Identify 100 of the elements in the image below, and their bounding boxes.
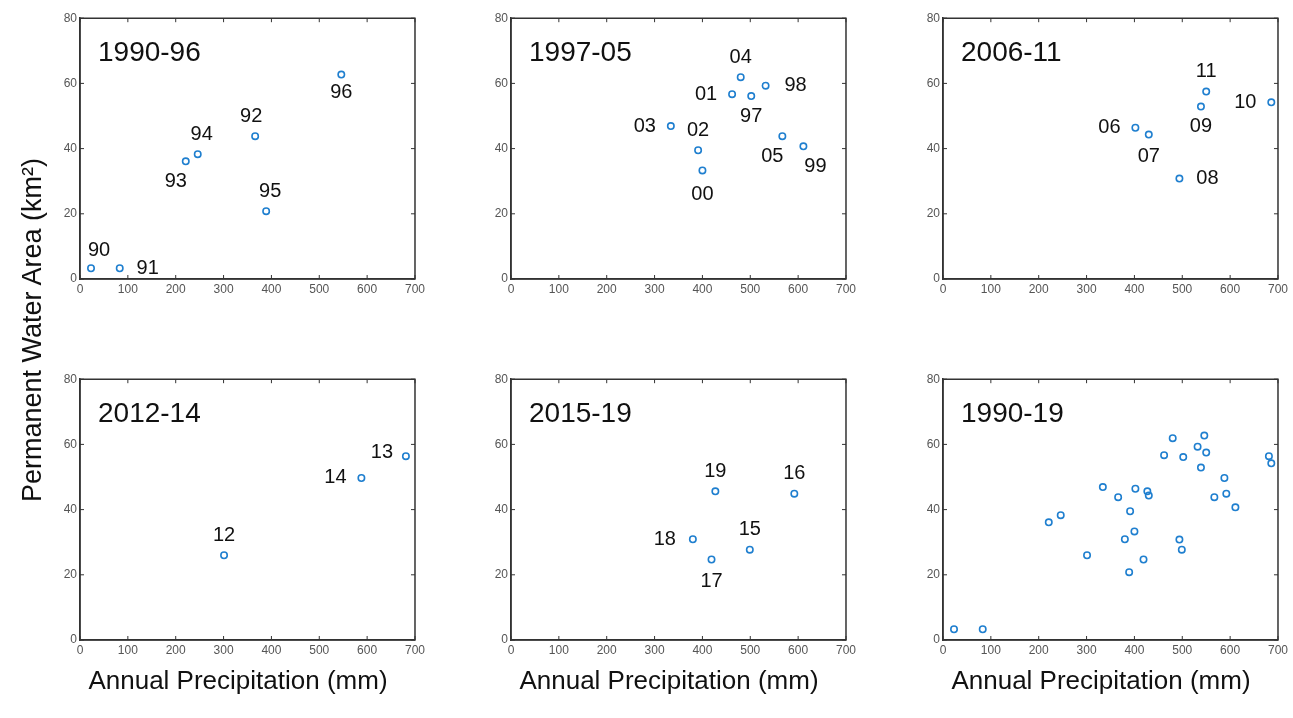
point	[1114, 493, 1123, 502]
x-axis-title: Annual Precipitation (mm)	[950, 665, 1252, 696]
y-tick-label: 0	[70, 271, 78, 286]
point	[1210, 493, 1219, 502]
y-tick-label: 40	[926, 140, 941, 155]
x-tick-label: 600	[1220, 281, 1241, 296]
y-tick-label: 40	[494, 501, 509, 516]
annotation: 17	[700, 568, 723, 591]
point	[711, 487, 720, 496]
x-axis-title: Annual Precipitation (mm)	[87, 665, 389, 696]
point	[401, 452, 410, 461]
point	[1231, 503, 1240, 512]
point	[1131, 123, 1140, 132]
point	[337, 70, 346, 79]
annotation: 09	[1189, 114, 1213, 137]
annotation: 02	[686, 117, 710, 140]
x-axis-title: Annual Precipitation (mm)	[518, 665, 820, 696]
x-tick-label: 200	[1028, 642, 1050, 657]
y-tick-label: 0	[70, 632, 78, 647]
y-tick-label: 80	[494, 10, 509, 25]
annotation: 94	[190, 121, 213, 144]
point	[1168, 434, 1177, 443]
x-tick-label: 300	[1076, 642, 1097, 657]
x-tick-label: 700	[1267, 642, 1289, 657]
point	[1177, 545, 1186, 554]
point	[1143, 487, 1152, 496]
point	[1044, 518, 1053, 527]
point	[745, 545, 754, 554]
point	[87, 264, 96, 273]
point	[707, 555, 716, 564]
x-tick-label: 100	[548, 281, 570, 296]
x-tick-label: 700	[404, 642, 426, 657]
y-tick-label: 20	[63, 567, 78, 582]
text: 2012-14	[98, 396, 201, 428]
annotation: 00	[691, 181, 714, 204]
x-tick-label: 700	[404, 281, 426, 296]
point	[1056, 511, 1065, 520]
point	[1196, 463, 1205, 472]
x-tick-label: 200	[165, 642, 187, 657]
point	[262, 207, 271, 216]
x-tick-label: 400	[1124, 281, 1145, 296]
annotation: 95	[259, 178, 282, 201]
annotation: 91	[136, 255, 159, 278]
y-tick-label: 40	[926, 501, 941, 516]
x-tick-label: 700	[1267, 281, 1289, 296]
annotation: 03	[633, 113, 656, 136]
point	[950, 625, 959, 634]
x-tick-label: 400	[261, 281, 282, 296]
point	[1267, 98, 1276, 107]
y-tick-label: 40	[494, 140, 509, 155]
point	[688, 535, 697, 544]
text: 2015-19	[529, 396, 632, 428]
point	[1202, 87, 1211, 96]
point	[1220, 473, 1229, 482]
x-tick-label: 400	[692, 642, 713, 657]
y-axis-title: Permanent Water Area (km²)	[16, 157, 48, 503]
y-tick-label: 40	[63, 140, 78, 155]
point	[666, 122, 675, 131]
y-tick-label: 80	[926, 371, 941, 386]
x-tick-label: 300	[644, 642, 665, 657]
point	[193, 150, 202, 159]
point	[1126, 507, 1135, 516]
y-tick-label: 20	[494, 206, 509, 221]
x-tick-label: 300	[644, 281, 665, 296]
annotation: 97	[740, 103, 763, 126]
y-tick-label: 60	[926, 436, 941, 451]
y-tick-label: 20	[494, 567, 509, 582]
point	[799, 142, 808, 151]
y-tick-label: 40	[63, 501, 78, 516]
annotation: 14	[324, 465, 347, 488]
y-tick-label: 60	[494, 436, 509, 451]
y-tick-label: 20	[926, 567, 941, 582]
point	[1175, 535, 1184, 544]
x-tick-label: 300	[213, 642, 234, 657]
annotation: 90	[87, 237, 111, 260]
y-tick-label: 60	[494, 75, 509, 90]
x-tick-label: 200	[596, 642, 618, 657]
x-tick-label: 700	[835, 642, 857, 657]
annotation: 10	[1234, 89, 1257, 112]
annotation: 12	[212, 522, 236, 545]
text: 1997-05	[529, 35, 632, 67]
y-tick-label: 80	[63, 371, 78, 386]
x-tick-label: 100	[117, 642, 139, 657]
annotation: 13	[370, 439, 394, 462]
y-tick-label: 60	[926, 75, 941, 90]
point	[220, 551, 229, 560]
point	[747, 92, 756, 101]
x-tick-label: 100	[980, 642, 1002, 657]
annotation: 08	[1196, 166, 1219, 189]
annotation: 01	[694, 81, 718, 104]
annotation: 15	[738, 517, 761, 540]
point	[978, 625, 987, 634]
point	[1139, 555, 1148, 564]
text: 1990-19	[961, 396, 1064, 428]
x-tick-label: 500	[740, 281, 761, 296]
y-tick-label: 80	[926, 10, 941, 25]
y-tick-label: 60	[63, 75, 78, 90]
point	[1125, 568, 1134, 577]
x-tick-label: 500	[309, 642, 330, 657]
point	[694, 146, 703, 155]
